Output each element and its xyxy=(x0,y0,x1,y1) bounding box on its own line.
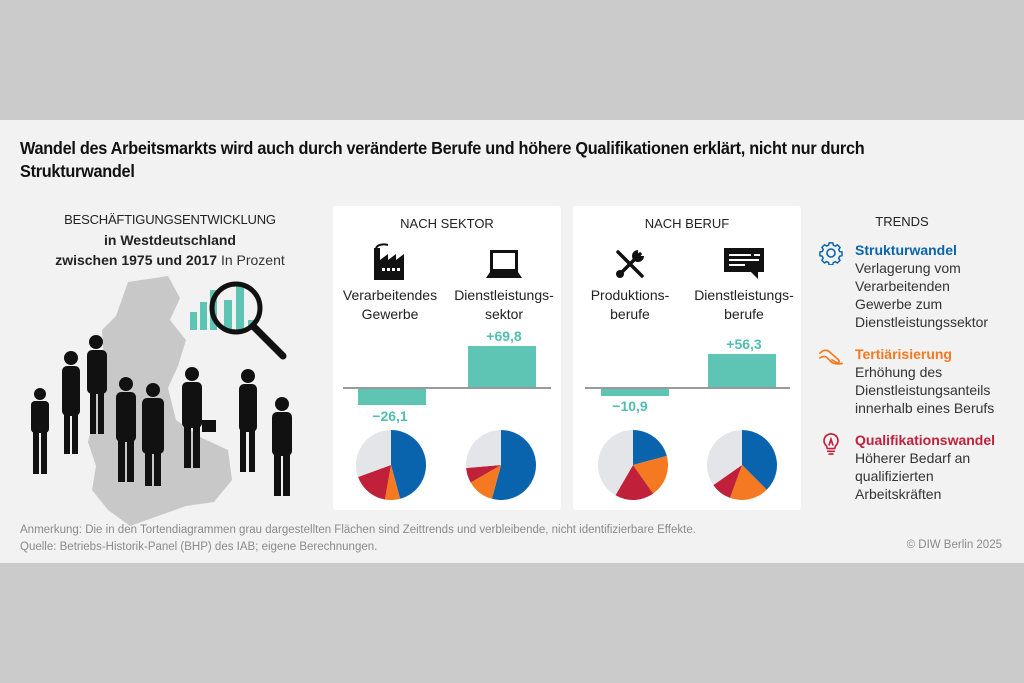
manufacturing-label: Verarbeitendes Gewerbe xyxy=(342,287,438,322)
manufacturing-value: −26,1 xyxy=(372,408,408,424)
service-jobs-value: +56,3 xyxy=(726,336,762,352)
source-text: Quelle: Betriebs-Historik-Panel (BHP) de… xyxy=(20,541,378,553)
bar-chart-icon xyxy=(190,286,255,330)
services-sector-value: +69,8 xyxy=(486,328,522,344)
trends-heading: TRENDS xyxy=(875,214,929,229)
people-silhouettes-icon xyxy=(31,335,292,496)
magnifier-icon xyxy=(209,281,287,360)
occupation-heading: NACH BERUF xyxy=(644,216,730,231)
page-title: Wandel des Arbeitsmarkts wird auch durch… xyxy=(20,138,865,181)
service-jobs-pie xyxy=(707,430,777,500)
production-jobs-value: −10,9 xyxy=(612,398,648,414)
manufacturing-column: Verarbeitendes Gewerbe xyxy=(333,240,447,324)
trend-qualification-change: Qualifikationswandel Höherer Bedarf an qu… xyxy=(812,431,1024,503)
trend-title: Strukturwandel xyxy=(855,242,957,258)
services-sector-label: Dienstleistungs-sektor xyxy=(454,287,554,322)
manufacturing-pie xyxy=(356,430,426,500)
tools-icon xyxy=(616,250,644,278)
production-jobs-column: Produktions-berufe xyxy=(573,240,687,324)
germany-workers-illustration xyxy=(31,276,292,526)
zero-axis xyxy=(343,387,551,389)
production-jobs-pie xyxy=(598,430,668,500)
service-jobs-column: Dienstleistungs-berufe xyxy=(687,240,801,324)
speech-bubble-icon xyxy=(724,248,764,279)
services-sector-pie xyxy=(466,430,536,500)
factory-icon xyxy=(374,243,404,280)
sector-card: NACH SEKTOR Verarbeitendes Gewerbe xyxy=(333,206,561,510)
trend-description: Erhöhung des Dienstleistungsanteils innerh… xyxy=(855,364,995,416)
footnote: Anmerkung: Die in den Tortendiagrammen g… xyxy=(20,522,696,556)
trend-title: Tertiärisierung xyxy=(855,346,952,362)
sector-heading: NACH SEKTOR xyxy=(400,216,494,231)
production-jobs-label: Produktions-berufe xyxy=(590,287,670,322)
manufacturing-bar xyxy=(358,389,426,405)
zero-axis xyxy=(585,387,790,389)
service-jobs-bar xyxy=(708,354,776,388)
trend-structural-change: Strukturwandel Verlagerung vom Verarbeite… xyxy=(812,241,1024,331)
employment-heading: BESCHÄFTIGUNGSENTWICKLUNG xyxy=(64,212,276,227)
copyright: © DIW Berlin 2025 xyxy=(906,539,1002,551)
note-text: Anmerkung: Die in den Tortendiagrammen g… xyxy=(20,524,696,536)
trend-description: Verlagerung vom Verarbeitenden Gewerbe zum… xyxy=(855,260,989,330)
gear-icon xyxy=(819,242,843,265)
services-sector-column: Dienstleistungs-sektor xyxy=(447,240,561,324)
trend-description: Höherer Bedarf an qualifizierten Arbeitskr… xyxy=(855,450,971,502)
trend-title: Qualifikationswandel xyxy=(855,432,996,448)
services-sector-bar xyxy=(468,346,536,388)
lightbulb-icon xyxy=(823,432,839,455)
trends-legend: TRENDS Strukturwandel Verlagerung vom Ver… xyxy=(812,214,1024,503)
infographic-panel: Wandel des Arbeitsmarkts wird auch durch… xyxy=(0,120,1024,563)
service-jobs-label: Dienstleistungs-berufe xyxy=(694,287,794,322)
laptop-icon xyxy=(486,250,522,278)
unit-label: In Prozent xyxy=(220,252,285,268)
trend-tertiarization: Tertiärisierung Erhöhung des Dienstleistu… xyxy=(812,345,1024,417)
employment-heading-block: BESCHÄFTIGUNGSENTWICKLUNG in Westdeutsch… xyxy=(0,212,330,270)
hand-icon xyxy=(819,349,843,365)
region-label: in Westdeutschland xyxy=(104,232,236,248)
occupation-card: NACH BERUF Produktions-berufe xyxy=(573,206,801,510)
production-jobs-bar xyxy=(601,389,669,396)
region-subheading: in Westdeutschland zwischen 1975 und 201… xyxy=(10,230,330,270)
period-label: zwischen 1975 und 2017 xyxy=(55,252,218,268)
